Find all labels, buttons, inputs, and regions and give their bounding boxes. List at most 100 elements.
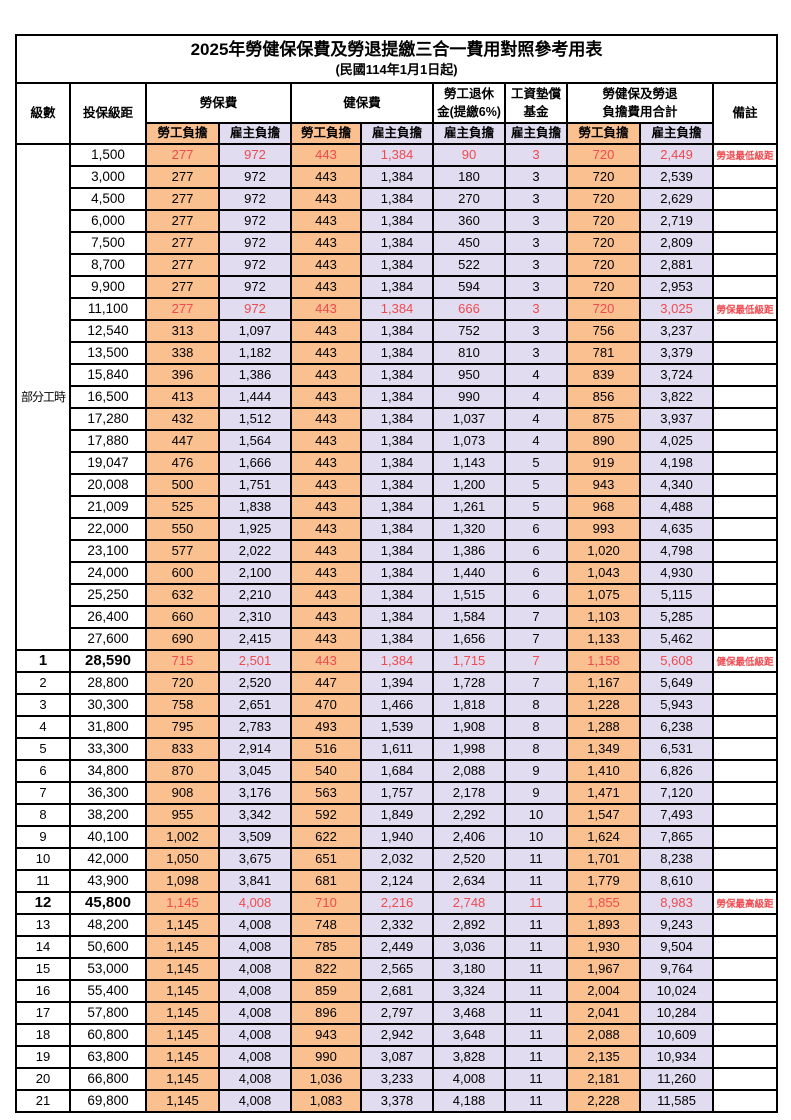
health-employer-cell: 1,384 (360, 340, 435, 365)
total-employer-cell: 4,340 (639, 472, 715, 497)
health-employer-cell: 1,384 (360, 604, 435, 629)
health-employee-cell: 447 (290, 670, 363, 695)
labor-employer-cell: 4,008 (217, 1022, 293, 1047)
pension-employer-cell: 990 (432, 384, 507, 409)
remark-cell (712, 868, 779, 893)
pension-employer-cell: 360 (432, 208, 507, 233)
bracket-cell: 43,900 (69, 868, 147, 893)
health-employee-cell: 443 (290, 428, 363, 453)
table-row: 6,000 277 972 443 1,384 360 3 720 2,719 (16, 208, 779, 233)
health-employee-cell: 443 (290, 604, 363, 629)
labor-employer-cell: 1,564 (217, 428, 293, 453)
total-employee-cell: 2,004 (566, 978, 642, 1003)
total-employee-cell: 839 (566, 362, 642, 387)
health-employee-cell: 443 (290, 340, 363, 365)
wage-fund-employer-cell: 3 (504, 142, 569, 167)
health-employer-cell: 1,384 (360, 582, 435, 607)
health-employee-cell: 443 (290, 142, 363, 167)
labor-employee-cell: 1,145 (145, 1088, 220, 1113)
labor-employer-cell: 1,925 (217, 516, 293, 541)
total-employer-cell: 10,934 (639, 1044, 715, 1069)
wage-fund-employer-cell: 9 (504, 758, 569, 783)
remark-cell (712, 164, 779, 189)
total-employer-cell: 5,608 (639, 648, 715, 673)
health-employer-cell: 1,384 (360, 648, 435, 673)
total-employer-cell: 2,629 (639, 186, 715, 211)
remark-cell (712, 1044, 779, 1069)
remark-cell (712, 494, 779, 519)
wage-fund-employer-cell: 10 (504, 802, 569, 827)
header-wage-fund-line2: 基金 (523, 105, 549, 120)
total-employee-cell: 2,135 (566, 1044, 642, 1069)
wage-fund-employer-cell: 5 (504, 494, 569, 519)
remark-cell (712, 1022, 779, 1047)
health-employer-cell: 1,384 (360, 186, 435, 211)
labor-employer-cell: 4,008 (217, 1066, 293, 1091)
wage-fund-employer-cell: 6 (504, 560, 569, 585)
labor-employee-cell: 338 (145, 340, 220, 365)
level-cell: 1 (15, 648, 71, 673)
remark-cell (712, 978, 779, 1003)
labor-employer-cell: 4,008 (217, 890, 293, 915)
health-employer-cell: 1,539 (360, 714, 435, 739)
pension-employer-cell: 1,320 (432, 516, 507, 541)
labor-employee-cell: 632 (145, 582, 220, 607)
table-row: 9,900 277 972 443 1,384 594 3 720 2,953 (16, 274, 779, 299)
labor-employee-cell: 1,145 (145, 912, 220, 937)
remark-cell (712, 516, 779, 541)
table-row: 2 28,800 720 2,520 447 1,394 1,728 7 1,167 5,649 (15, 670, 779, 695)
pension-employer-cell: 90 (432, 142, 507, 167)
table-header: 級數 投保級距 勞保費 健保費 勞工退休 金(提繳6%) 工資墊償 基金 勞健保… (15, 82, 779, 145)
bracket-cell: 22,000 (69, 516, 147, 541)
bracket-cell: 57,800 (69, 1000, 147, 1025)
total-employee-cell: 1,624 (566, 824, 642, 849)
remark-cell (712, 406, 779, 431)
table-row: 9 40,100 1,002 3,509 622 1,940 2,406 10 1,624 7,8… (15, 824, 779, 849)
total-employer-cell: 8,983 (639, 890, 715, 915)
remark-cell (712, 472, 779, 497)
labor-employer-cell: 2,210 (217, 582, 293, 607)
total-employee-cell: 720 (566, 230, 642, 255)
table-row: 17,280 432 1,512 443 1,384 1,037 4 875 3,937 (16, 406, 779, 431)
header-pension-line1: 勞工退休 (444, 87, 495, 102)
wage-fund-employer-cell: 6 (504, 538, 569, 563)
remark-cell (712, 956, 779, 981)
total-employee-cell: 1,893 (566, 912, 642, 937)
labor-employee-cell: 577 (145, 538, 220, 563)
remark-cell: 勞保最低級距 (712, 296, 779, 321)
health-employee-cell: 443 (290, 582, 363, 607)
bracket-cell: 34,800 (69, 758, 147, 783)
level-cell: 15 (15, 956, 71, 981)
bracket-cell: 19,047 (69, 450, 147, 475)
table-row: 25,250 632 2,210 443 1,384 1,515 6 1,075 5,115 (16, 582, 779, 607)
health-employee-cell: 859 (290, 978, 363, 1003)
labor-employee-cell: 277 (145, 274, 220, 299)
header-total-line2: 負擔費用合計 (602, 105, 678, 120)
table-row: 21,009 525 1,838 443 1,384 1,261 5 968 4,488 (16, 494, 779, 519)
labor-employee-cell: 277 (145, 164, 220, 189)
total-employer-cell: 6,826 (639, 758, 715, 783)
labor-employer-cell: 4,008 (217, 934, 293, 959)
labor-employee-cell: 758 (145, 692, 220, 717)
total-employer-cell: 9,504 (639, 934, 715, 959)
total-employer-cell: 7,865 (639, 824, 715, 849)
total-employee-cell: 720 (566, 274, 642, 299)
labor-employer-cell: 972 (217, 274, 293, 299)
page-title: 2025年勞健保保費及勞退提繳三合一費用對照參考用表 (190, 40, 603, 59)
table-row: 4 31,800 795 2,783 493 1,539 1,908 8 1,288 6,238 (15, 714, 779, 739)
labor-employer-cell: 972 (217, 164, 293, 189)
total-employee-cell: 1,855 (566, 890, 642, 915)
level-cell: 5 (15, 736, 71, 761)
health-employer-cell: 1,384 (360, 560, 435, 585)
wage-fund-employer-cell: 11 (504, 912, 569, 937)
wage-fund-employer-cell: 11 (504, 1088, 569, 1113)
pension-employer-cell: 1,440 (432, 560, 507, 585)
total-employer-cell: 8,238 (639, 846, 715, 871)
table-row: 1 28,590 715 2,501 443 1,384 1,715 7 1,158 5,608 健… (15, 648, 779, 673)
level-cell: 13 (15, 912, 71, 937)
subheader-fund-employer: 雇主負擔 (504, 122, 569, 145)
remark-cell (712, 582, 779, 607)
health-employer-cell: 2,449 (360, 934, 435, 959)
pension-employer-cell: 1,515 (432, 582, 507, 607)
bracket-cell: 21,009 (69, 494, 147, 519)
